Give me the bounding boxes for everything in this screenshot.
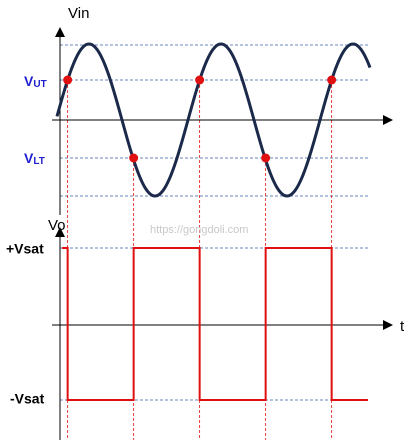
switch-dot: [261, 153, 271, 163]
switch-dot: [129, 153, 139, 163]
pos-sat-label: +Vsat: [6, 241, 44, 257]
output-wave: [62, 247, 368, 401]
switch-dot: [327, 75, 337, 85]
watermark: https://gongdoli.com: [150, 224, 248, 236]
neg-sat-label: -Vsat: [10, 391, 45, 407]
input-wave: [55, 42, 372, 198]
vut-subscript: UT: [33, 79, 46, 90]
vin-label: Vin: [68, 5, 89, 22]
switching-points: [63, 75, 337, 163]
vlt-symbol: V: [24, 150, 34, 166]
switch-dot: [195, 75, 205, 85]
time-label: t: [400, 318, 405, 335]
vut-label: VUT: [24, 73, 47, 90]
switch-dot: [63, 75, 73, 85]
vo-label: Vo: [48, 217, 66, 234]
vlt-subscript: LT: [33, 156, 44, 167]
vlt-label: VLT: [24, 150, 45, 167]
vut-symbol: V: [24, 73, 34, 89]
